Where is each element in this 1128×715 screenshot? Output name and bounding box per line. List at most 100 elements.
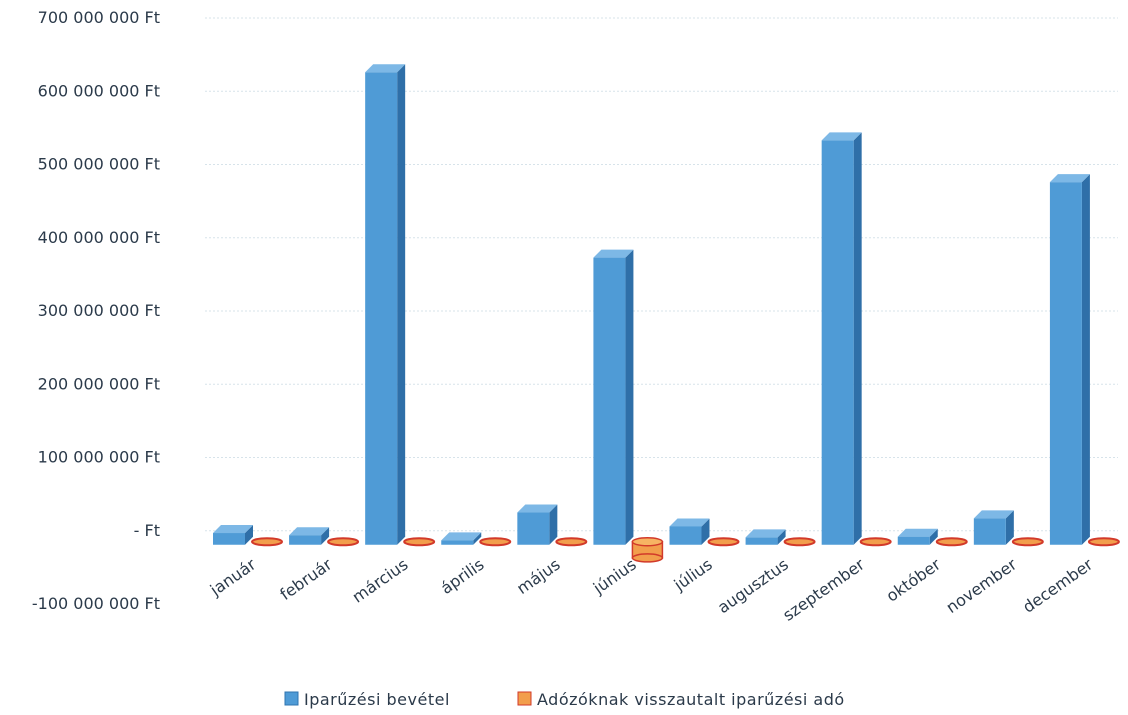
y-tick-label: -100 000 000 Ft [32, 594, 160, 613]
bar-top [365, 64, 406, 73]
x-category-label: június [589, 555, 640, 598]
bar-side [929, 528, 938, 545]
bar-revenue-1 [289, 527, 330, 545]
bar-side [549, 504, 558, 545]
bar-refund-2 [403, 537, 436, 547]
bar-revenue-7 [745, 529, 786, 545]
bar-front [593, 257, 626, 545]
bar-top [517, 504, 558, 513]
x-category-label: március [349, 555, 412, 607]
x-category-label: július [670, 555, 716, 595]
y-tick-label: 700 000 000 Ft [38, 8, 160, 27]
bar-front [897, 536, 930, 545]
refund-disc [479, 537, 512, 547]
bar-revenue-2 [365, 64, 406, 545]
legend-label-refund: Adózóknak visszautalt iparűzési adó [537, 690, 845, 709]
bars [213, 64, 1120, 563]
bar-side [701, 518, 710, 545]
x-category-label: január [206, 554, 260, 600]
bar-refund-9 [935, 537, 968, 547]
bar-side [321, 527, 330, 545]
bar-refund-6 [707, 537, 740, 547]
bar-refund-7 [783, 537, 816, 547]
bar-side [473, 532, 482, 545]
y-tick-label: 600 000 000 Ft [38, 81, 160, 100]
legend-swatch-revenue [284, 691, 299, 706]
bar-front [1049, 182, 1082, 545]
bar-refund-3 [479, 537, 512, 547]
bar-front [745, 537, 778, 545]
refund-cylinder-top [631, 537, 664, 547]
bar-front [669, 526, 702, 545]
bar-side [853, 132, 862, 545]
y-tick-label: 200 000 000 Ft [38, 374, 160, 393]
refund-disc [935, 537, 968, 547]
bar-top [593, 249, 634, 258]
refund-disc [1087, 537, 1120, 547]
bar-refund-1 [327, 537, 360, 547]
bar-top [669, 518, 710, 527]
refund-disc [403, 537, 436, 547]
refund-disc [555, 537, 588, 547]
refund-disc [783, 537, 816, 547]
bar-top [213, 525, 253, 534]
bar-front [289, 535, 322, 545]
bar-top [289, 527, 330, 536]
bar-refund-5 [631, 537, 664, 563]
bar-side [397, 64, 406, 545]
bar-revenue-5 [593, 249, 634, 545]
bar-refund-4 [555, 537, 588, 547]
bar-top [745, 529, 786, 538]
bar-top [441, 532, 482, 541]
legend-swatch-refund [517, 691, 532, 706]
refund-cylinder-bottom [631, 553, 664, 563]
bar-refund-0 [251, 537, 283, 547]
refund-disc [859, 537, 892, 547]
y-tick-label: 300 000 000 Ft [38, 301, 160, 320]
bar-revenue-10 [973, 510, 1014, 545]
bar-revenue-6 [669, 518, 710, 545]
bar-front [821, 140, 854, 545]
bar-revenue-3 [441, 532, 482, 545]
bar-front [517, 512, 550, 545]
y-axis-tick-labels: 700 000 000 Ft 600 000 000 Ft 500 000 000 … [32, 8, 160, 613]
y-tick-label: 100 000 000 Ft [38, 448, 160, 467]
bar-top [1049, 174, 1090, 183]
bar-front [973, 518, 1006, 545]
refund-disc [327, 537, 360, 547]
refund-disc [707, 537, 740, 547]
refund-disc [1011, 537, 1044, 547]
legend: Iparűzési bevétel Adózóknak visszautalt … [284, 690, 845, 709]
y-tick-label: 500 000 000 Ft [38, 155, 160, 174]
x-category-label: szeptember [779, 554, 868, 624]
bar-side [1005, 510, 1014, 545]
bar-side [1081, 174, 1090, 545]
x-category-label: április [437, 555, 487, 598]
bar-side [777, 529, 786, 545]
bar-top [897, 528, 938, 537]
bar-revenue-0 [213, 525, 253, 545]
bar-front [365, 72, 398, 545]
bar-refund-11 [1087, 537, 1120, 547]
refund-disc [251, 537, 283, 547]
bar-revenue-4 [517, 504, 558, 545]
bar-front [213, 533, 245, 545]
bar-top [821, 132, 862, 141]
legend-label-revenue: Iparűzési bevétel [304, 690, 450, 709]
bar-front [441, 540, 474, 545]
gridlines [205, 17, 1118, 532]
bar-top [973, 510, 1014, 519]
x-category-label: december [1019, 554, 1096, 616]
bar-refund-8 [859, 537, 892, 547]
bar-revenue-9 [897, 528, 938, 545]
y-tick-label: - Ft [134, 521, 160, 540]
bar-refund-10 [1011, 537, 1044, 547]
x-category-label: február [276, 554, 335, 603]
x-category-label: november [943, 554, 1021, 616]
x-category-label: május [513, 555, 563, 598]
bar-revenue-11 [1049, 174, 1090, 545]
y-tick-label: 400 000 000 Ft [38, 228, 160, 247]
bar-side [625, 249, 634, 545]
x-category-label: október [883, 554, 945, 605]
